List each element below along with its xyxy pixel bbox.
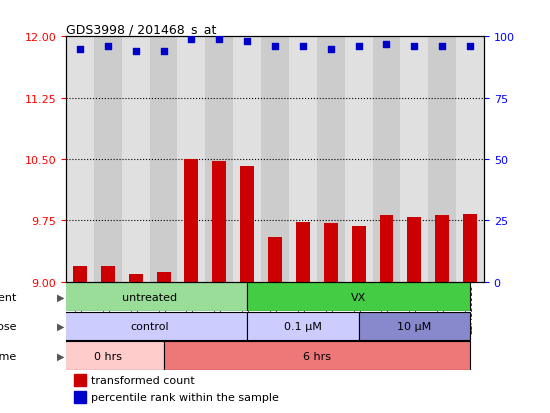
Text: ▶: ▶ (57, 351, 64, 361)
Point (299, 44, 307, 50)
Text: transformed count: transformed count (91, 375, 195, 385)
Bar (205, 37, 233, 282)
Bar (52, 342, 163, 370)
Bar (345, 37, 372, 282)
Point (131, 49, 140, 55)
Text: time: time (0, 351, 16, 361)
Point (187, 36, 196, 43)
Bar (157, 273, 170, 282)
Bar (94, 37, 122, 282)
Point (243, 39, 251, 45)
Bar (359, 312, 470, 340)
Text: 0.1 μM: 0.1 μM (284, 321, 322, 331)
Text: VX: VX (351, 292, 366, 302)
Bar (247, 283, 470, 311)
Point (271, 44, 279, 50)
Text: ▶: ▶ (57, 292, 64, 302)
Point (354, 44, 363, 50)
Text: 10 μM: 10 μM (397, 321, 431, 331)
Point (410, 44, 419, 50)
Bar (212, 161, 226, 282)
Bar (456, 37, 484, 282)
Bar (261, 37, 289, 282)
Bar (400, 37, 428, 282)
Text: agent: agent (0, 292, 16, 302)
Point (326, 46, 335, 53)
Bar (247, 312, 359, 340)
Bar (184, 160, 199, 282)
Bar (435, 215, 449, 282)
Bar (52, 312, 247, 340)
Bar (163, 342, 470, 370)
Bar (150, 37, 178, 282)
Text: control: control (130, 321, 169, 331)
Bar (240, 166, 254, 282)
Point (438, 44, 447, 50)
Point (466, 44, 475, 50)
Bar (74, 391, 86, 403)
Point (75, 46, 84, 53)
Bar (268, 237, 282, 282)
Bar (296, 223, 310, 282)
Text: GDS3998 / 201468_s_at: GDS3998 / 201468_s_at (66, 23, 216, 36)
Bar (379, 215, 393, 282)
Bar (463, 214, 477, 282)
Text: dose: dose (0, 321, 16, 331)
Point (103, 44, 112, 50)
Bar (74, 374, 86, 386)
Bar (233, 37, 261, 282)
Bar (351, 227, 366, 282)
Point (382, 41, 391, 48)
Bar (289, 37, 317, 282)
Bar (317, 37, 345, 282)
Bar (178, 37, 205, 282)
Text: percentile rank within the sample: percentile rank within the sample (91, 392, 279, 402)
Bar (122, 37, 150, 282)
Bar (408, 218, 421, 282)
Text: ▶: ▶ (57, 321, 64, 331)
Point (159, 49, 168, 55)
Text: 0 hrs: 0 hrs (94, 351, 122, 361)
Bar (428, 37, 456, 282)
Bar (372, 37, 400, 282)
Bar (66, 37, 94, 282)
Text: untreated: untreated (122, 292, 177, 302)
Bar (52, 283, 247, 311)
Bar (73, 266, 87, 282)
Bar (324, 223, 338, 282)
Text: 6 hrs: 6 hrs (303, 351, 331, 361)
Bar (129, 274, 142, 282)
Bar (101, 266, 115, 282)
Point (215, 36, 224, 43)
